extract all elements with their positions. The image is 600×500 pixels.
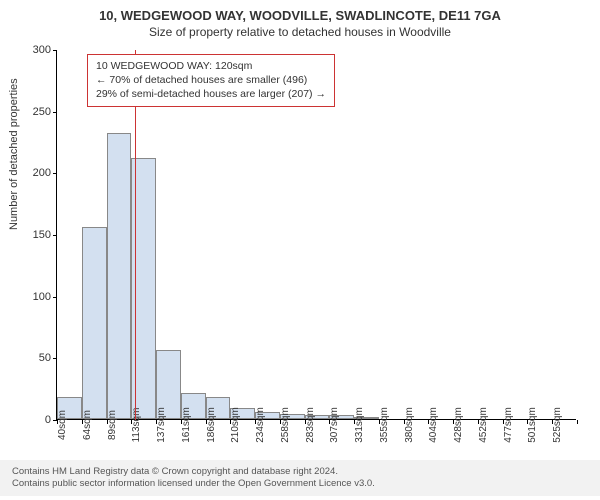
y-tick-mark [53, 173, 57, 174]
x-tick-label: 452sqm [478, 407, 489, 443]
x-tick-label: 477sqm [503, 407, 514, 443]
footer-line-1: Contains HM Land Registry data © Crown c… [12, 466, 588, 478]
y-tick-mark [53, 50, 57, 51]
x-tick-mark [577, 420, 578, 424]
y-tick-mark [53, 112, 57, 113]
property-info-box: 10 WEDGEWOOD WAY: 120sqm← 70% of detache… [87, 54, 335, 107]
chart-title-sub: Size of property relative to detached ho… [0, 23, 600, 39]
y-tick-mark [53, 358, 57, 359]
chart-container: 05010015020025030040sqm64sqm89sqm113sqm1… [56, 50, 576, 420]
y-tick-label: 0 [23, 414, 51, 426]
y-tick-label: 250 [23, 106, 51, 118]
x-tick-label: 186sqm [206, 407, 217, 443]
info-line-1: 10 WEDGEWOOD WAY: 120sqm [96, 59, 326, 73]
x-tick-label: 525sqm [552, 407, 563, 443]
x-tick-label: 428sqm [453, 407, 464, 443]
x-tick-label: 113sqm [131, 408, 142, 443]
y-tick-label: 100 [23, 291, 51, 303]
y-tick-mark [53, 235, 57, 236]
chart-title-main: 10, WEDGEWOOD WAY, WOODVILLE, SWADLINCOT… [0, 0, 600, 23]
x-tick-label: 161sqm [181, 407, 192, 443]
x-tick-label: 331sqm [354, 407, 365, 443]
x-tick-label: 501sqm [527, 407, 538, 443]
y-tick-label: 50 [23, 352, 51, 364]
x-tick-label: 307sqm [329, 407, 340, 443]
y-axis-label: Number of detached properties [8, 78, 20, 230]
x-tick-label: 283sqm [305, 407, 316, 443]
histogram-bar [107, 133, 132, 419]
info-line-2: ← 70% of detached houses are smaller (49… [96, 73, 326, 87]
histogram-bar [82, 227, 107, 419]
x-tick-label: 380sqm [404, 407, 415, 443]
x-tick-label: 40sqm [57, 410, 68, 440]
footer-attribution: Contains HM Land Registry data © Crown c… [0, 460, 600, 496]
y-tick-label: 300 [23, 44, 51, 56]
x-tick-label: 404sqm [428, 407, 439, 443]
y-tick-label: 150 [23, 229, 51, 241]
x-tick-label: 89sqm [107, 410, 118, 440]
y-tick-mark [53, 297, 57, 298]
info-line-3: 29% of semi-detached houses are larger (… [96, 87, 326, 101]
plot-area: 05010015020025030040sqm64sqm89sqm113sqm1… [56, 50, 576, 420]
y-tick-label: 200 [23, 167, 51, 179]
footer-line-2: Contains public sector information licen… [12, 478, 588, 490]
x-tick-label: 355sqm [379, 407, 390, 443]
x-tick-label: 258sqm [280, 407, 291, 443]
x-tick-label: 210sqm [230, 407, 241, 443]
x-tick-label: 234sqm [255, 407, 266, 443]
x-tick-label: 137sqm [156, 407, 167, 443]
x-tick-label: 64sqm [82, 410, 93, 440]
